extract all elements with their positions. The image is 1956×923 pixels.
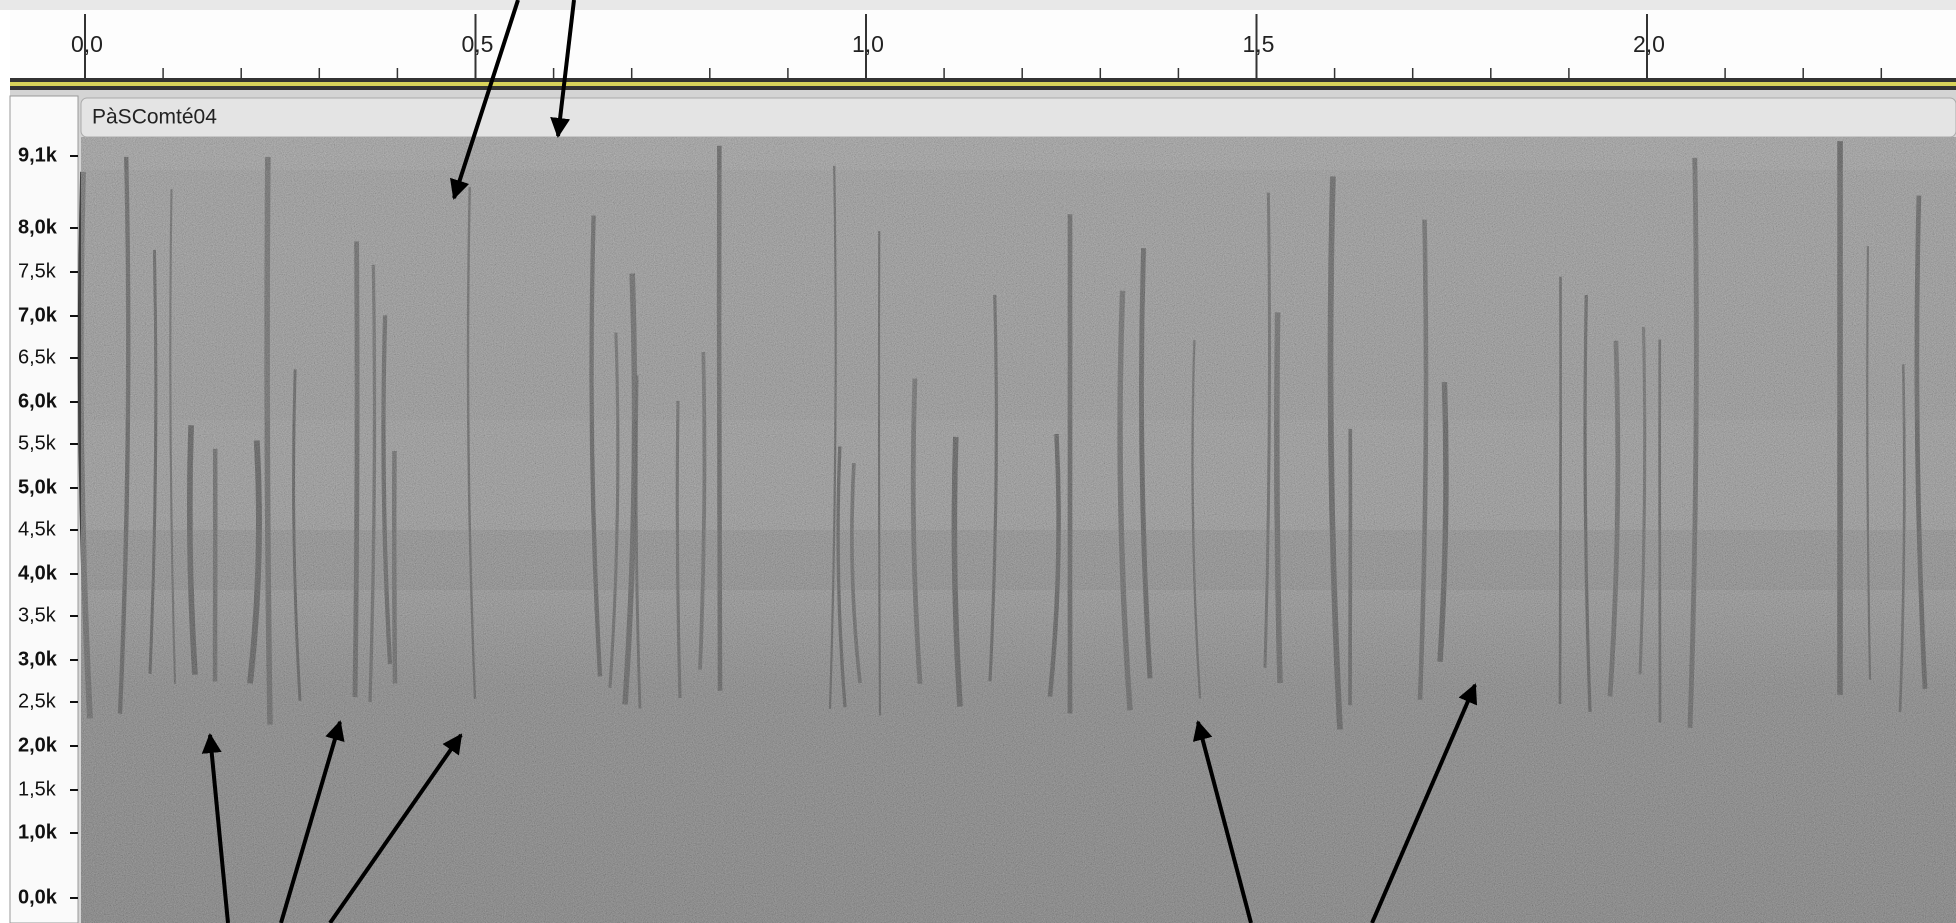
frequency-label: 2,0k	[18, 734, 58, 756]
ruler-border	[10, 78, 1956, 82]
frequency-label: 4,5k	[18, 518, 57, 540]
frequency-label: 3,5k	[18, 604, 57, 626]
ruler-label: 0,5	[462, 31, 494, 57]
track-header[interactable]	[81, 98, 1956, 137]
frequency-label: 8,0k	[18, 216, 58, 238]
track-name: PàSComté04	[92, 106, 217, 129]
frequency-label: 5,5k	[18, 432, 57, 454]
frequency-label: 2,5k	[18, 690, 57, 712]
ruler-border	[10, 86, 1956, 90]
window-top	[0, 0, 1956, 10]
frequency-label: 7,0k	[18, 304, 58, 326]
frequency-label: 7,5k	[18, 260, 57, 282]
frequency-label: 3,0k	[18, 648, 58, 670]
page: 0,0 0,5 1,0 1,5 2,0 PàSComté04 9,1k 8,0k 7,5k 7…	[0, 0, 1956, 923]
audacity-window: 0,0 0,5 1,0 1,5 2,0 PàSComté04 9,1k 8,0k 7,5k 7…	[0, 0, 1956, 923]
ruler-label: 1,5	[1243, 31, 1275, 57]
frequency-label: 1,0k	[18, 821, 58, 843]
spectrogram-noise	[81, 137, 1956, 923]
frequency-label: 5,0k	[18, 476, 58, 498]
frequency-label: 6,5k	[18, 346, 57, 368]
frequency-label: 9,1k	[18, 144, 58, 166]
ruler-label: 2,0	[1633, 31, 1665, 57]
frequency-label: 4,0k	[18, 562, 58, 584]
play-region-line	[10, 82, 1956, 86]
ruler-label: 1,0	[852, 31, 884, 57]
frequency-label: 1,5k	[18, 778, 57, 800]
ruler-label: 0,0	[71, 31, 103, 57]
frequency-label: 0,0k	[18, 886, 58, 908]
frequency-label: 6,0k	[18, 390, 58, 412]
